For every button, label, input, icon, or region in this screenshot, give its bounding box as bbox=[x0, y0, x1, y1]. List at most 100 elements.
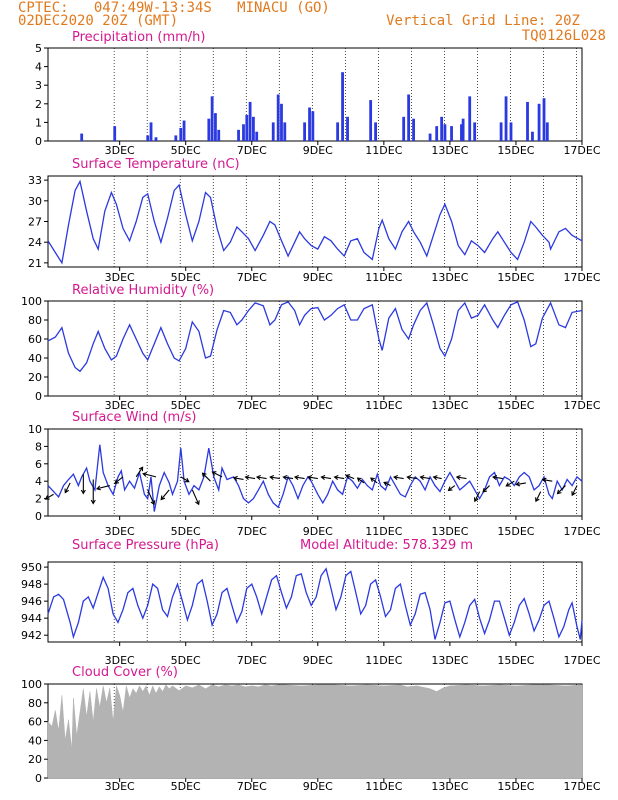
precip-bar bbox=[435, 126, 439, 141]
wind-vector bbox=[370, 477, 378, 484]
precip-bar bbox=[252, 116, 255, 141]
wind-vector bbox=[456, 476, 467, 480]
wind-vector bbox=[393, 476, 404, 480]
y-tick-label: 100 bbox=[21, 295, 42, 308]
x-tick-label: 9DEC bbox=[303, 525, 333, 538]
wind-vector bbox=[147, 489, 155, 505]
wind-vector bbox=[202, 472, 211, 482]
wind-vector bbox=[334, 476, 345, 480]
wind-arrowhead bbox=[370, 477, 375, 483]
wind-vector bbox=[542, 479, 553, 482]
wind-vector bbox=[294, 476, 305, 480]
wind-vector bbox=[270, 476, 280, 480]
wind-arrowhead bbox=[184, 477, 190, 483]
wind-vector bbox=[420, 476, 431, 480]
precip-bar bbox=[468, 96, 472, 141]
x-tick-label: 13DEC bbox=[431, 525, 468, 538]
panel-frame bbox=[47, 175, 583, 268]
precip-bar bbox=[531, 131, 534, 141]
y-tick-label: 0 bbox=[35, 390, 42, 403]
wind-vector bbox=[321, 476, 332, 480]
precip-bar bbox=[346, 116, 349, 141]
x-tick-label: 3DEC bbox=[105, 654, 135, 667]
wind-vector bbox=[212, 471, 223, 478]
precip-bar bbox=[255, 131, 259, 141]
x-tick-label: 13DEC bbox=[431, 654, 468, 667]
x-tick-label: 17DEC bbox=[563, 525, 600, 538]
wind-vector bbox=[448, 485, 456, 491]
wind-vector bbox=[557, 485, 566, 494]
wind-arrowhead bbox=[432, 475, 438, 481]
wind-arrowhead bbox=[95, 485, 101, 491]
x-tick-label: 3DEC bbox=[105, 525, 135, 538]
x-tick-label: 7DEC bbox=[237, 144, 267, 157]
wind-arrowhead bbox=[232, 475, 238, 481]
precip-bar bbox=[217, 129, 221, 141]
precip-bar bbox=[283, 122, 287, 141]
wind-arrowhead bbox=[571, 491, 576, 497]
wind-arrowhead bbox=[114, 479, 119, 484]
x-tick-label: 9DEC bbox=[303, 399, 333, 412]
panel-title: Surface Temperature (nC) bbox=[72, 157, 240, 172]
y-tick-label: 27 bbox=[28, 216, 42, 229]
y-tick-label: 8 bbox=[35, 440, 42, 453]
precip-bar bbox=[214, 113, 217, 141]
wind-arrowhead bbox=[419, 474, 425, 481]
wind-arrowhead bbox=[138, 466, 144, 472]
precip-bar bbox=[311, 111, 315, 141]
wind-arrowhead bbox=[492, 474, 498, 481]
y-tick-label: 40 bbox=[28, 734, 42, 747]
precip-bar bbox=[440, 116, 444, 141]
precip-bar bbox=[174, 135, 178, 141]
wind-vector bbox=[493, 476, 503, 480]
x-tick-label: 15DEC bbox=[497, 399, 534, 412]
panel-frame bbox=[47, 561, 583, 643]
wind-arrowhead bbox=[201, 472, 207, 478]
wind-arrowhead bbox=[293, 474, 299, 481]
panel-title: Surface Wind (m/s) bbox=[72, 410, 196, 425]
x-tick-label: 3DEC bbox=[105, 399, 135, 412]
y-tick-label: 80 bbox=[28, 314, 42, 327]
x-tick-label: 15DEC bbox=[497, 780, 534, 793]
wind-arrowhead bbox=[269, 474, 275, 481]
x-tick-label: 7DEC bbox=[237, 654, 267, 667]
wind-arrowhead bbox=[406, 474, 412, 481]
wind-arrowhead bbox=[64, 488, 69, 494]
wind-arrowhead bbox=[535, 497, 540, 503]
panel-frame bbox=[47, 428, 583, 517]
y-tick-label: 2 bbox=[35, 98, 42, 111]
wind-arrowhead bbox=[90, 499, 96, 505]
y-tick-label: 20 bbox=[28, 371, 42, 384]
precip-bar bbox=[473, 122, 477, 141]
y-tick-label: 20 bbox=[28, 753, 42, 766]
y-tick-label: 2 bbox=[35, 493, 42, 506]
panel-title: Precipitation (mm/h) bbox=[72, 30, 205, 45]
x-tick-label: 15DEC bbox=[497, 144, 534, 157]
wind-arrowhead bbox=[211, 471, 217, 476]
x-tick-label: 3DEC bbox=[105, 271, 135, 284]
y-tick-label: 60 bbox=[28, 716, 42, 729]
wind-vector bbox=[233, 477, 244, 481]
wind-arrowhead bbox=[345, 474, 351, 479]
precip-bar bbox=[537, 103, 541, 141]
x-tick-label: 17DEC bbox=[563, 654, 600, 667]
x-tick-label: 11DEC bbox=[365, 780, 402, 793]
x-tick-label: 11DEC bbox=[365, 654, 402, 667]
precip-bar bbox=[280, 103, 283, 141]
wind-arrowhead bbox=[383, 481, 389, 486]
x-tick-label: 13DEC bbox=[431, 399, 468, 412]
series-line bbox=[47, 301, 583, 373]
wind-vector bbox=[407, 476, 417, 480]
x-tick-label: 15DEC bbox=[497, 654, 534, 667]
precip-bar bbox=[308, 107, 311, 141]
y-tick-label: 946 bbox=[21, 595, 42, 608]
wind-vector bbox=[191, 489, 200, 505]
wind-vector bbox=[571, 485, 578, 496]
wind-vector bbox=[143, 473, 157, 478]
x-tick-label: 11DEC bbox=[365, 271, 402, 284]
wind-arrowhead bbox=[393, 474, 399, 481]
x-tick-label: 5DEC bbox=[171, 399, 201, 412]
panel-title: Relative Humidity (%) bbox=[72, 283, 214, 298]
x-tick-label: 17DEC bbox=[563, 399, 600, 412]
